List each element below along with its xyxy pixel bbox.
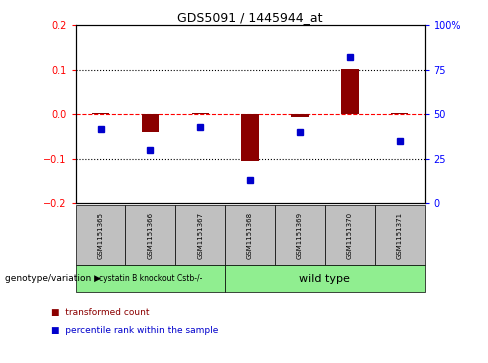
Bar: [242, 114, 259, 161]
Text: GSM1151369: GSM1151369: [297, 212, 303, 258]
Bar: [142, 114, 159, 132]
Text: GSM1151371: GSM1151371: [397, 212, 403, 258]
Text: GSM1151370: GSM1151370: [347, 212, 353, 258]
Bar: [341, 69, 359, 114]
Text: ■  transformed count: ■ transformed count: [51, 308, 150, 317]
Title: GDS5091 / 1445944_at: GDS5091 / 1445944_at: [177, 11, 323, 24]
Bar: [92, 113, 109, 114]
Text: GSM1151366: GSM1151366: [147, 212, 153, 258]
Text: GSM1151365: GSM1151365: [98, 212, 103, 258]
Text: genotype/variation ▶: genotype/variation ▶: [5, 274, 101, 283]
Text: GSM1151368: GSM1151368: [247, 212, 253, 258]
Text: GSM1151367: GSM1151367: [197, 212, 203, 258]
Bar: [191, 113, 209, 114]
Bar: [291, 114, 309, 117]
Text: ■  percentile rank within the sample: ■ percentile rank within the sample: [51, 326, 219, 335]
Text: cystatin B knockout Cstb-/-: cystatin B knockout Cstb-/-: [99, 274, 202, 283]
Text: wild type: wild type: [300, 274, 350, 284]
